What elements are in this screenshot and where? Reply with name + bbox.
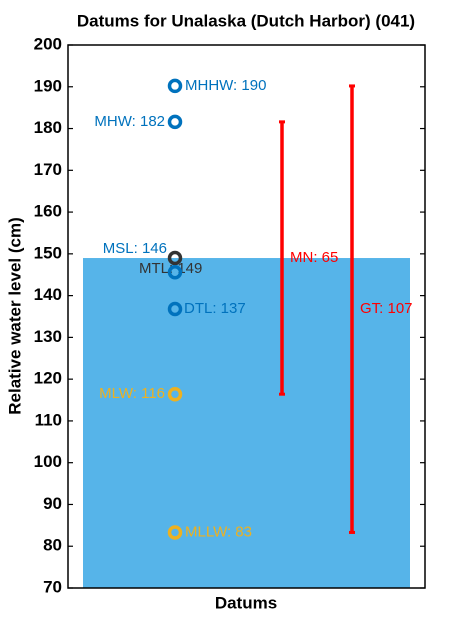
datum-label: MLLW: 83 xyxy=(185,523,252,540)
datum-point xyxy=(167,78,183,94)
y-tick-label: 100 xyxy=(34,452,62,471)
y-tick-label: 200 xyxy=(34,34,62,53)
datum-point xyxy=(167,301,183,317)
y-tick-label: 140 xyxy=(34,285,62,304)
y-tick-label: 90 xyxy=(43,494,62,513)
range-label: MN: 65 xyxy=(290,249,338,266)
chart-title: Datums for Unalaska (Dutch Harbor) (041) xyxy=(77,11,415,30)
range-label: GT: 107 xyxy=(360,300,413,317)
y-tick-label: 170 xyxy=(34,160,62,179)
y-tick-label: 150 xyxy=(34,243,62,262)
y-tick-label: 190 xyxy=(34,76,62,95)
y-tick-label: 120 xyxy=(34,369,62,388)
x-axis-label: Datums xyxy=(215,593,277,612)
y-tick-label: 160 xyxy=(34,202,62,221)
datum-label: DTL: 137 xyxy=(184,300,246,317)
datum-label: MSL: 146 xyxy=(103,240,167,257)
y-tick-label: 80 xyxy=(43,536,62,555)
datum-label: MHW: 182 xyxy=(94,113,165,130)
datum-label: MLW: 116 xyxy=(99,385,165,402)
y-axis-label: Relative water level (cm) xyxy=(5,217,24,414)
datum-point xyxy=(167,386,183,402)
y-tick-label: 130 xyxy=(34,327,62,346)
plot-frame xyxy=(67,44,426,589)
datum-label: MHHW: 190 xyxy=(185,77,266,94)
datum-point xyxy=(167,264,183,280)
y-tick-label: 180 xyxy=(34,118,62,137)
datum-point xyxy=(167,250,183,266)
shaded-area xyxy=(83,258,410,588)
datum-point xyxy=(167,525,183,540)
y-tick-label: 70 xyxy=(43,577,62,596)
datum-point xyxy=(167,114,183,130)
y-tick-label: 110 xyxy=(35,410,62,429)
